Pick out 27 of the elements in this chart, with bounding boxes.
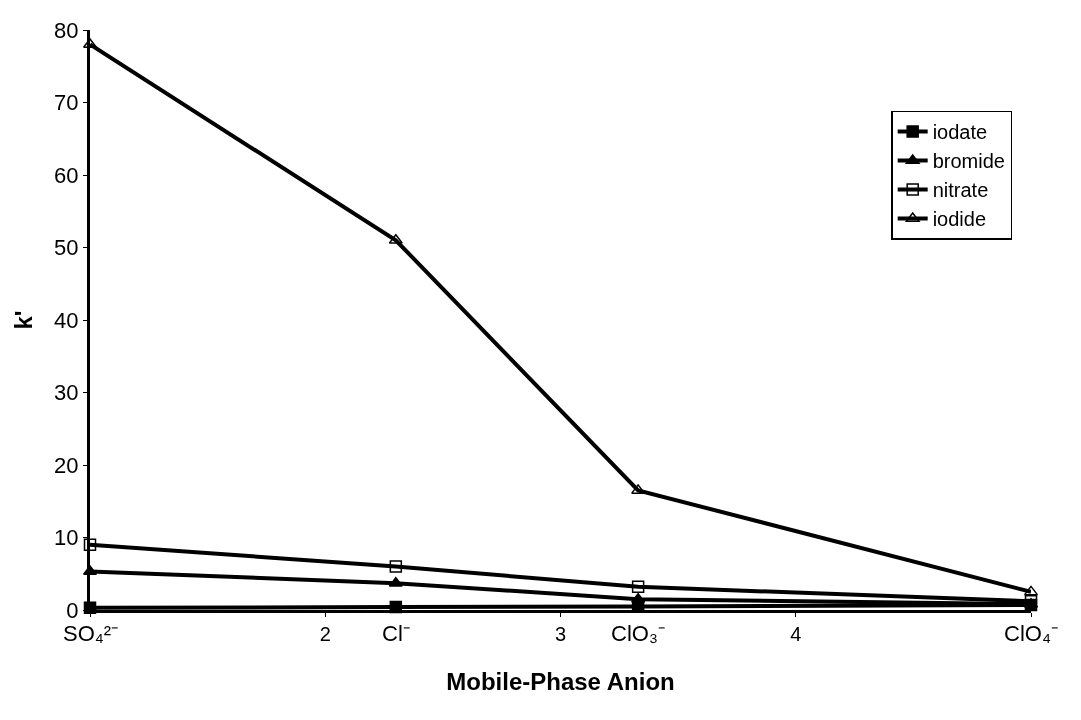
text: SO₄²⁻ <box>63 621 119 646</box>
y-tick-label: 40 <box>54 307 79 333</box>
y-tick-label: 20 <box>54 452 79 478</box>
text: Cl⁻ <box>382 621 410 646</box>
legend-label: iodate <box>932 121 988 144</box>
x-tick-label: 2 <box>319 623 331 645</box>
text: ClO₄⁻ <box>1004 621 1058 646</box>
point <box>631 592 646 603</box>
point <box>631 580 645 594</box>
point <box>389 560 403 573</box>
y-tick-label: 50 <box>54 235 79 261</box>
y-tick-label: 70 <box>54 90 79 116</box>
x-axis-title: Mobile-Phase Anion <box>446 668 675 696</box>
y-tick-label: 60 <box>54 162 79 188</box>
text: ClO₃⁻ <box>611 621 665 646</box>
y-axis-title: k' <box>10 310 38 330</box>
legend-label: nitrate <box>932 179 989 202</box>
y-tick-label: 10 <box>54 525 79 551</box>
x-tick-label: 4 <box>790 623 802 645</box>
legend-label: iodide <box>932 208 987 231</box>
point <box>83 538 97 551</box>
x-tick-label: 3 <box>554 623 567 645</box>
legend-label: bromide <box>932 150 1005 173</box>
y-tick-label: 30 <box>54 380 79 406</box>
point <box>388 576 403 587</box>
y-tick-label: 0 <box>66 597 79 623</box>
y-tick-label: 80 <box>54 17 79 43</box>
